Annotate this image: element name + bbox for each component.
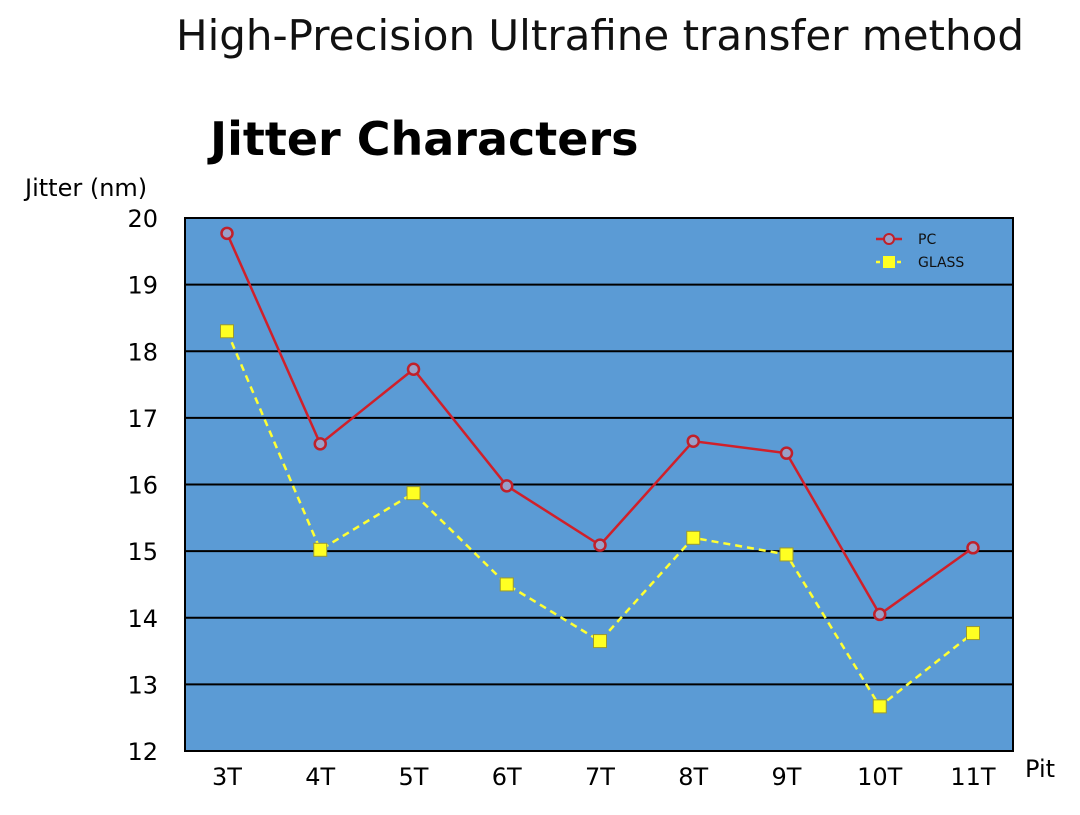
data-point-glass bbox=[779, 547, 794, 562]
y-tick-label: 14 bbox=[127, 605, 158, 633]
legend-marker-pc bbox=[883, 233, 895, 245]
y-tick-label: 20 bbox=[127, 205, 158, 233]
data-point-pc bbox=[313, 437, 327, 451]
x-tick-label: 4T bbox=[305, 763, 335, 791]
y-tick-label: 15 bbox=[127, 538, 158, 566]
data-point-glass bbox=[966, 626, 980, 641]
y-tick-label: 13 bbox=[127, 671, 158, 699]
y-tick-label: 17 bbox=[127, 405, 158, 433]
data-point-glass bbox=[406, 486, 421, 501]
y-tick-label: 18 bbox=[127, 338, 158, 366]
x-tick-label: 3T bbox=[212, 763, 242, 791]
page-title: High-Precision Ultrafine transfer method bbox=[176, 11, 1024, 60]
chart-title: Jitter Characters bbox=[207, 112, 639, 166]
data-point-pc bbox=[966, 541, 980, 555]
data-point-glass bbox=[499, 577, 514, 592]
data-point-pc bbox=[220, 226, 234, 241]
x-tick-label: 5T bbox=[399, 763, 429, 791]
data-point-pc bbox=[406, 362, 421, 376]
series-line-glass bbox=[225, 330, 974, 709]
x-tick-label: 9T bbox=[772, 763, 802, 791]
data-point-glass bbox=[872, 699, 887, 714]
x-tick-label: 8T bbox=[678, 763, 708, 791]
x-tick-label: 10T bbox=[857, 763, 903, 791]
y-tick-label: 16 bbox=[127, 472, 158, 500]
y-axis-label: Jitter (nm) bbox=[23, 174, 147, 202]
y-tick-label: 19 bbox=[127, 272, 158, 300]
data-point-pc bbox=[873, 607, 887, 622]
x-tick-label: 7T bbox=[585, 763, 615, 791]
legend-label: PC bbox=[918, 232, 936, 248]
legend-label: GLASS bbox=[918, 255, 964, 271]
data-point-pc bbox=[500, 479, 514, 493]
legend-marker-glass bbox=[883, 256, 895, 268]
y-tick-label: 12 bbox=[127, 738, 158, 766]
data-point-pc bbox=[779, 446, 794, 460]
x-axis-label: Pit bbox=[1025, 755, 1055, 783]
data-point-pc bbox=[686, 434, 700, 448]
data-point-pc bbox=[593, 538, 607, 552]
data-point-glass bbox=[220, 324, 234, 339]
data-point-glass bbox=[593, 634, 607, 649]
data-point-glass bbox=[686, 530, 701, 545]
data-point-glass bbox=[313, 542, 328, 557]
x-tick-label: 11T bbox=[950, 763, 996, 791]
x-tick-label: 6T bbox=[492, 763, 522, 791]
